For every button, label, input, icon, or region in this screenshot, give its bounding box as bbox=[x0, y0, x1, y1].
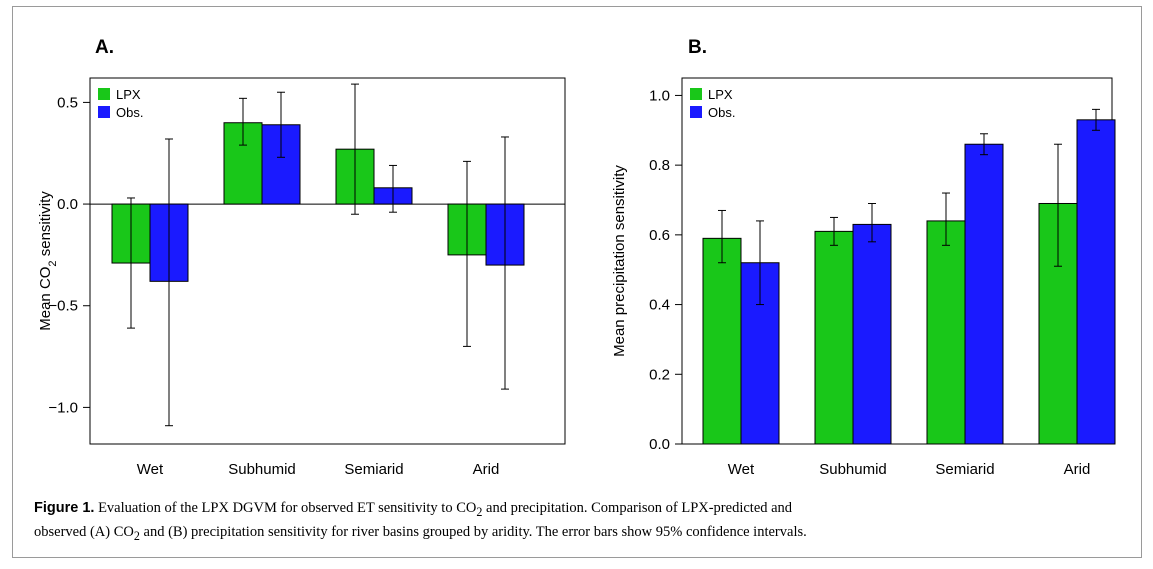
legend-swatch-obs bbox=[690, 106, 702, 118]
legend-swatch-lpx bbox=[690, 88, 702, 100]
legend-swatch-obs bbox=[98, 106, 110, 118]
caption-line2-sub: 2 bbox=[133, 528, 140, 543]
bar-obs bbox=[852, 223, 892, 445]
category-label: Semiarid bbox=[935, 461, 994, 478]
caption-line1-b: and precipitation. Comparison of LPX-pre… bbox=[482, 500, 793, 516]
figure-charts: A. −1.0 −0.5 0.0 0.5 Mean CO2 sensitivity Wet S… bbox=[37, 37, 1116, 478]
y-tick-label: 0.8 bbox=[649, 157, 670, 174]
legend-label: Obs. bbox=[116, 105, 143, 120]
legend-label: Obs. bbox=[708, 105, 735, 120]
y-tick-label: 0.4 bbox=[649, 297, 670, 314]
y-tick-label: −0.5 bbox=[48, 298, 78, 315]
bar-obs bbox=[1076, 119, 1116, 445]
category-label: Wet bbox=[137, 461, 164, 478]
legend-swatch-lpx bbox=[98, 88, 110, 100]
y-tick-label: 0.0 bbox=[57, 196, 78, 213]
chart-panel-a: A. −1.0 −0.5 0.0 0.5 Mean CO2 sensitivity Wet S… bbox=[37, 37, 566, 478]
bar-lpx bbox=[926, 220, 966, 445]
y-axis-label: Mean precipitation sensitivity bbox=[611, 165, 628, 357]
caption-line1-sub: 2 bbox=[476, 504, 483, 519]
y-tick-label: −1.0 bbox=[48, 399, 78, 416]
caption-line2-a: observed (A) CO bbox=[34, 523, 134, 540]
panel-letter: A. bbox=[95, 37, 114, 58]
chart-panel-b: B. 0.0 0.2 0.4 0.6 0.8 1.0 Mean precipitation s… bbox=[611, 37, 1116, 478]
caption-line2-b: and (B) precipitation sensitivity for ri… bbox=[139, 523, 807, 540]
bar-obs bbox=[964, 143, 1004, 445]
y-tick-label: 0.2 bbox=[649, 366, 670, 383]
category-label: Wet bbox=[728, 461, 755, 478]
category-label: Subhumid bbox=[819, 461, 887, 478]
figure-frame bbox=[12, 6, 1142, 558]
category-label: Arid bbox=[1064, 461, 1091, 478]
y-tick-label: 1.0 bbox=[649, 87, 670, 104]
category-label: Arid bbox=[473, 461, 500, 478]
category-label: Subhumid bbox=[228, 461, 296, 478]
legend-label: LPX bbox=[116, 87, 141, 102]
bar-lpx bbox=[702, 237, 742, 445]
y-axis-label: Mean CO2 sensitivity bbox=[37, 191, 59, 331]
y-tick-label: 0.5 bbox=[57, 94, 78, 111]
figure-caption: Figure 1. Evaluation of the LPX DGVM for… bbox=[34, 498, 1124, 546]
panel-letter: B. bbox=[688, 37, 707, 58]
legend-label: LPX bbox=[708, 87, 733, 102]
category-label: Semiarid bbox=[344, 461, 403, 478]
caption-line1-a: Evaluation of the LPX DGVM for observed … bbox=[94, 500, 477, 516]
caption-label: Figure 1. bbox=[34, 500, 95, 516]
plot-area bbox=[89, 77, 566, 445]
bar-lpx bbox=[814, 230, 854, 445]
y-tick-label: 0.6 bbox=[649, 227, 670, 244]
y-tick-label: 0.0 bbox=[649, 436, 670, 453]
